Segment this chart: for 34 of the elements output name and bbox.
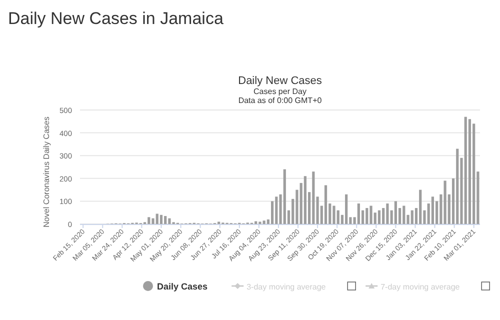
bar — [160, 214, 163, 224]
bar — [332, 206, 336, 224]
bar — [283, 169, 286, 224]
bar — [431, 196, 434, 224]
chart-subtitle: Daily New Cases — [238, 75, 322, 87]
y-axis-title: Novel Coronavirus Daily Cases — [42, 116, 51, 228]
bar — [402, 206, 406, 224]
bar — [262, 220, 266, 224]
bar — [468, 119, 472, 224]
bar — [456, 148, 459, 224]
chart-title: Daily New Cases in Jamaica — [8, 9, 224, 28]
bar — [357, 203, 360, 224]
bar — [156, 214, 158, 224]
bar — [304, 176, 306, 224]
bar — [366, 208, 368, 224]
bar — [312, 172, 315, 224]
bar — [148, 217, 150, 224]
bar — [345, 194, 348, 224]
bar — [464, 116, 467, 224]
text: Cases per Day — [254, 87, 306, 96]
bar — [386, 203, 389, 224]
bar — [275, 196, 278, 224]
bar — [410, 210, 414, 224]
bar — [164, 216, 167, 224]
bar — [168, 218, 171, 224]
text: Data as of 0:00 GMT+0 — [238, 96, 322, 105]
bar — [324, 185, 328, 224]
bar — [370, 206, 372, 224]
bar — [336, 210, 340, 224]
legend-label: Daily Cases — [157, 282, 208, 292]
bar — [419, 190, 422, 224]
bar — [394, 201, 397, 224]
bar — [378, 210, 381, 224]
bar — [444, 180, 446, 224]
